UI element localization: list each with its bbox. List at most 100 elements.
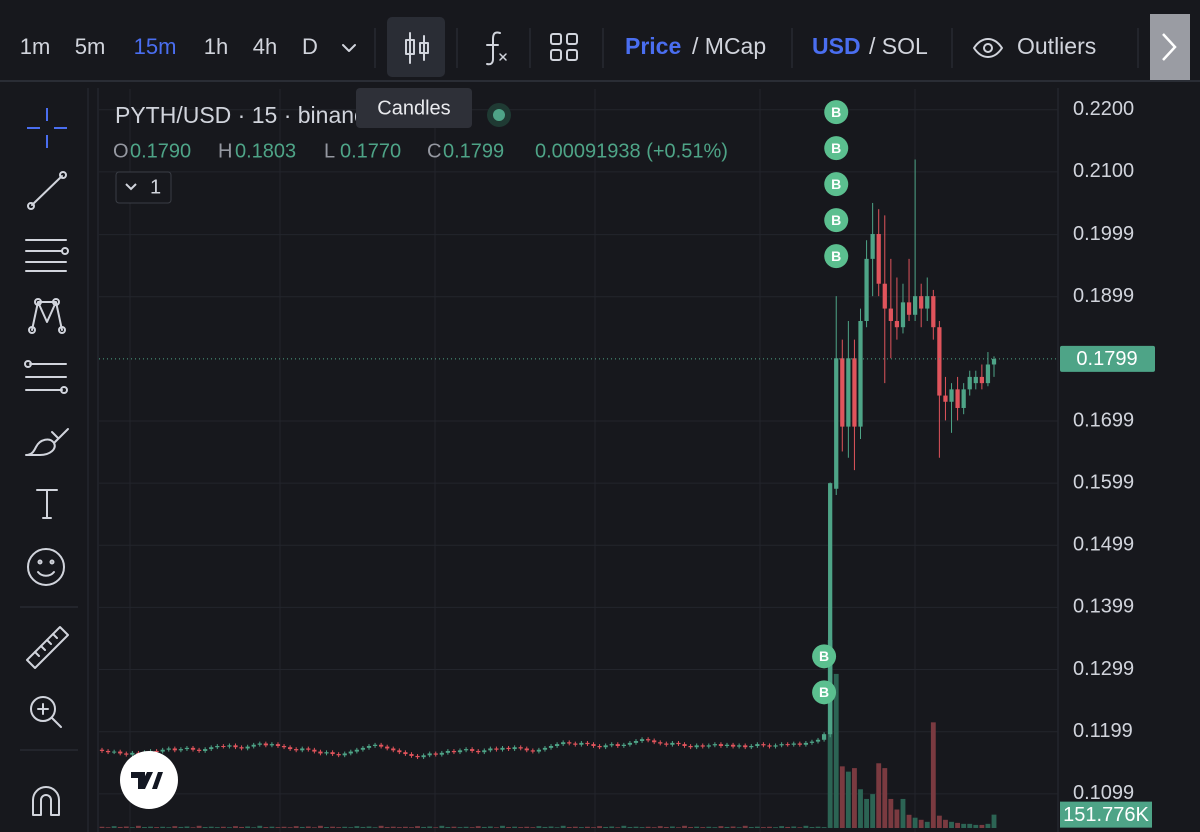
candle-body (621, 744, 626, 746)
candle-body (894, 320, 900, 328)
candle-body (366, 745, 372, 748)
brush-tool[interactable] (25, 428, 69, 456)
volume-bar (645, 826, 651, 828)
candle-body (354, 749, 359, 752)
marker-dot (824, 208, 849, 233)
candle-body (209, 747, 214, 750)
indicators-button[interactable] (486, 31, 507, 66)
volume-bar (111, 826, 117, 828)
volume-bar (736, 827, 742, 828)
volume-bar (912, 817, 918, 828)
fib-tool[interactable] (24, 360, 68, 394)
candle-body (312, 749, 317, 752)
outliers-button[interactable]: Outliers (1017, 33, 1096, 59)
candle-body (318, 751, 323, 754)
volume-bar (591, 827, 596, 828)
indicator-count: 1 (150, 176, 161, 198)
candle-body (767, 745, 772, 747)
crosshair-tool[interactable] (27, 108, 67, 148)
candle-body (882, 283, 887, 309)
y-tick-label: 0.1999 (1073, 223, 1134, 245)
volume-bar (463, 826, 469, 828)
volume-bar (336, 827, 342, 828)
candle-body (330, 752, 335, 755)
candle-body (567, 742, 572, 744)
parallel-tool[interactable] (25, 239, 69, 272)
candle-body (828, 483, 833, 735)
buy-marker: B (812, 680, 837, 705)
zoom-tool[interactable] (30, 696, 62, 728)
volume-bar (493, 827, 499, 828)
candle-body (925, 296, 930, 309)
emoji-tool[interactable] (27, 548, 65, 586)
candle-icon (405, 32, 429, 64)
candle-body (658, 742, 663, 744)
marker-dot (824, 100, 849, 125)
interval-button[interactable]: 4h (253, 34, 277, 59)
volume-bar (500, 825, 505, 828)
scroll-right[interactable] (1150, 14, 1190, 80)
line-tool[interactable] (27, 171, 67, 210)
volume-bar (779, 826, 785, 828)
volume-bar (615, 827, 621, 828)
volume-bar (390, 826, 396, 828)
candle-body (518, 747, 523, 749)
volume-bar (724, 826, 730, 828)
candle-body (615, 744, 620, 746)
volume-bar (748, 827, 754, 828)
candle-body (718, 744, 724, 746)
candle-body (943, 395, 948, 402)
candle-body (433, 753, 438, 755)
candle-body (536, 749, 542, 752)
ruler-tool[interactable] (26, 626, 69, 669)
volume-bar (718, 826, 724, 828)
candle-body (124, 753, 129, 755)
legend-change: 0.00091938 (+0.51%) (535, 140, 728, 162)
candles-button[interactable] (387, 17, 445, 77)
volume-bar (585, 826, 590, 828)
indicator-toggle[interactable] (115, 171, 172, 204)
candle-body (961, 389, 966, 408)
volume-bar (287, 827, 293, 828)
volume-bar (566, 827, 572, 828)
volume-bar (639, 827, 645, 828)
volume-bar (142, 827, 147, 828)
usd-toggle[interactable]: USD (812, 33, 861, 59)
candle-body (724, 744, 730, 746)
volume-bar (839, 766, 845, 828)
volume-bar (949, 821, 954, 828)
candle-body (554, 744, 560, 746)
interval-button[interactable]: 15m (134, 34, 177, 59)
volume-bar (190, 827, 196, 828)
volume-bar (621, 825, 627, 828)
sol-toggle[interactable]: / SOL (869, 33, 928, 59)
interval-menu[interactable] (342, 44, 356, 52)
tooltip (356, 88, 472, 128)
candle-body (991, 358, 997, 365)
interval-button[interactable]: 1h (204, 34, 228, 59)
volume-bar (651, 827, 657, 828)
candle-body (579, 742, 584, 745)
candle-body (791, 743, 796, 745)
logo[interactable] (120, 751, 178, 809)
text-tool[interactable] (36, 489, 58, 519)
candle-body (931, 296, 936, 328)
pattern-tool[interactable] (28, 298, 66, 334)
interval-button[interactable]: D (302, 34, 318, 59)
candle-body (597, 745, 602, 748)
marker-dot (812, 680, 837, 705)
marker-dot (824, 136, 849, 161)
candle-body (821, 734, 827, 740)
volume-bar (214, 827, 220, 828)
candle-body (834, 358, 839, 489)
volume-badge-label: 151.776K (1063, 804, 1149, 826)
price-toggle[interactable]: Price (625, 33, 681, 59)
candle-body (184, 747, 190, 750)
interval-button[interactable]: 1m (20, 34, 51, 59)
candle-body (215, 745, 220, 748)
magnet-tool[interactable] (32, 786, 60, 816)
y-tick-label: 0.1899 (1073, 285, 1134, 307)
mcap-toggle[interactable]: / MCap (692, 33, 766, 59)
layout-button[interactable] (550, 33, 578, 61)
interval-button[interactable]: 5m (75, 34, 106, 59)
